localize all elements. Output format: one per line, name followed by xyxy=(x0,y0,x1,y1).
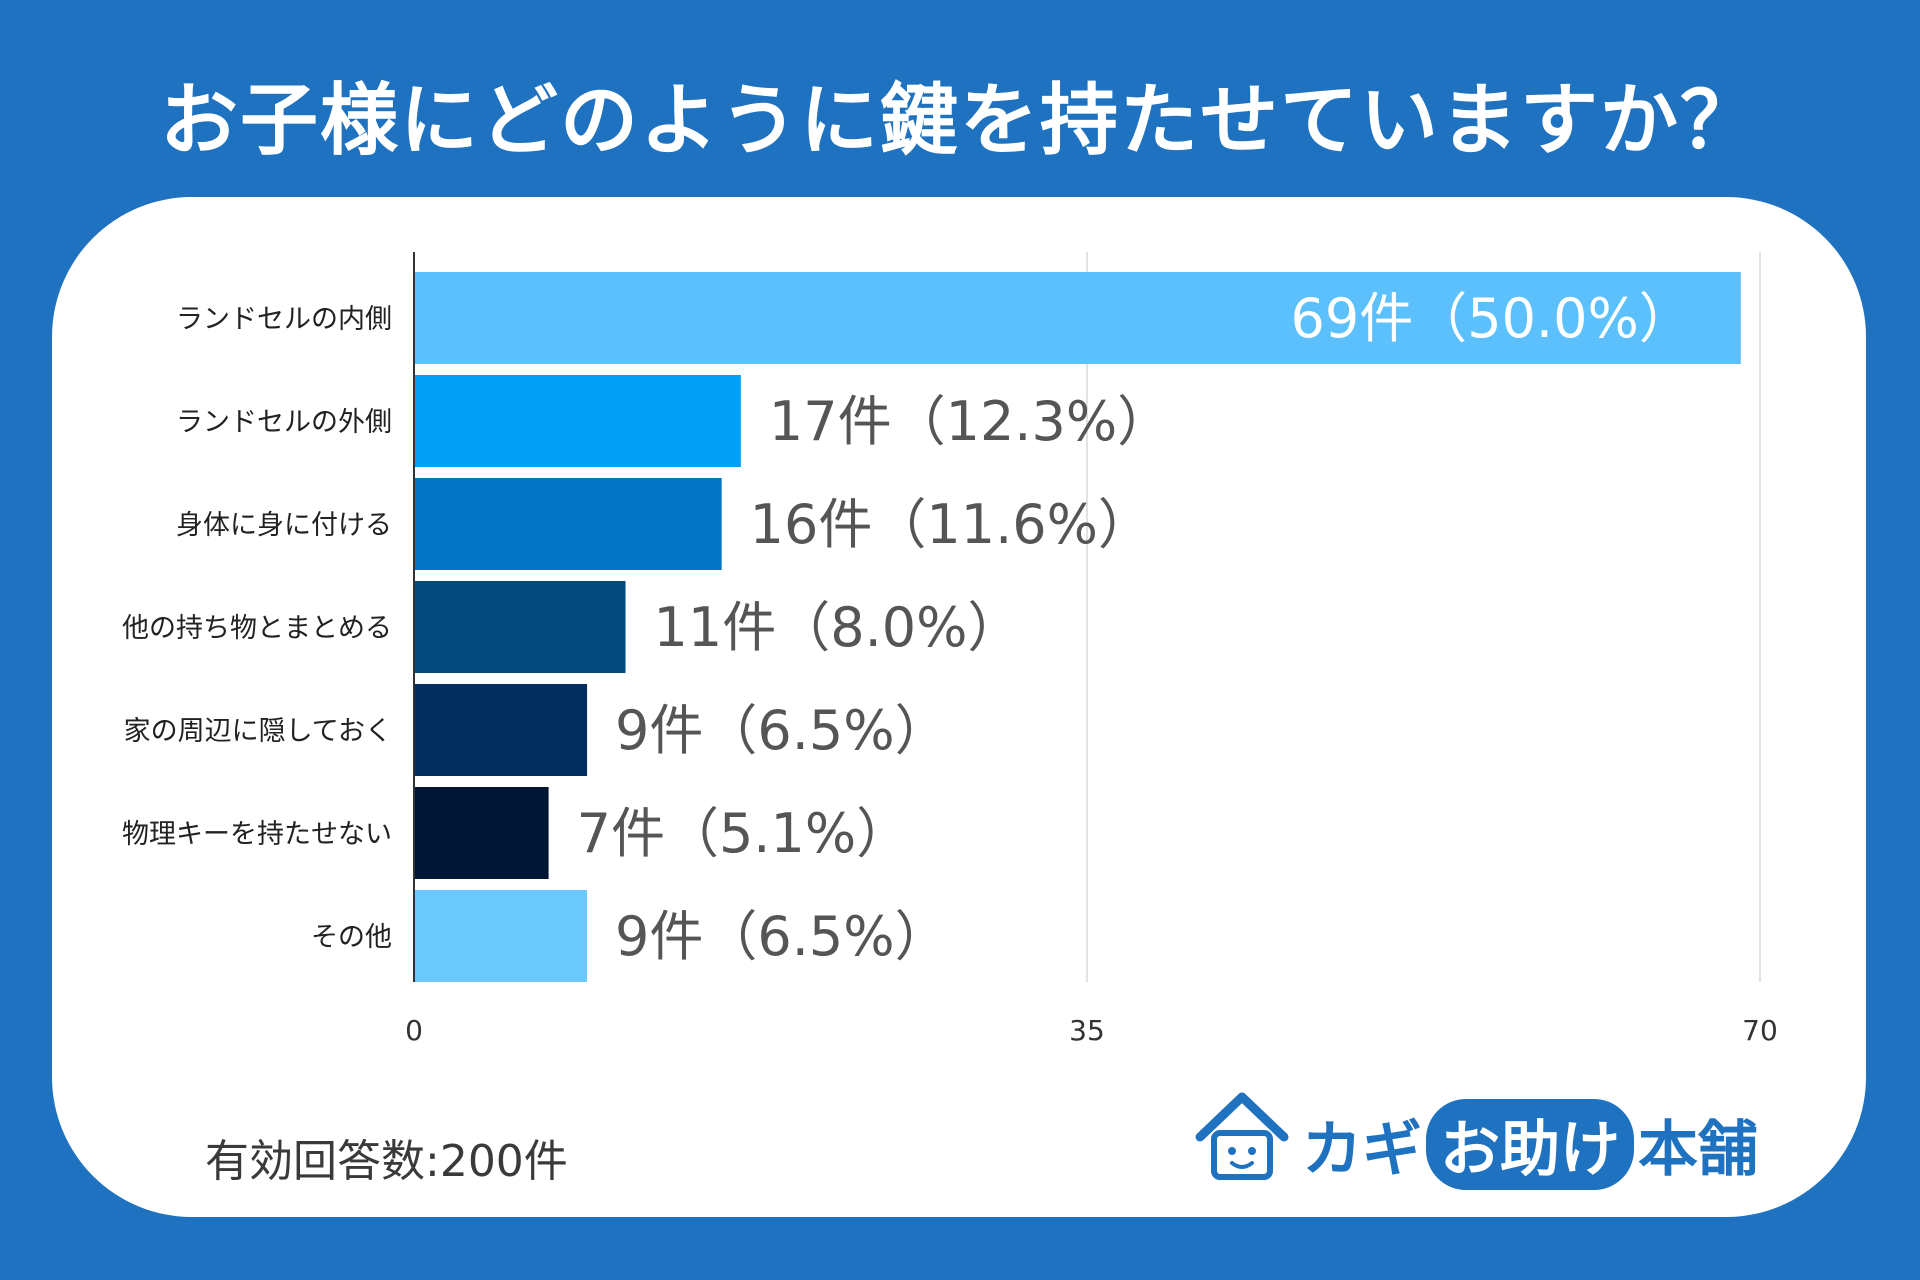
category-label: ランドセルの外側 xyxy=(176,407,392,438)
house-face-icon xyxy=(1195,1092,1289,1180)
data-label: 9件（6.5%） xyxy=(615,699,949,762)
data-label: 9件（6.5%） xyxy=(615,905,949,968)
logo-text-honpo: 本舗 xyxy=(1638,1115,1758,1185)
logo-text-kagi: カギ xyxy=(1302,1115,1422,1185)
x-tick-label: 35 xyxy=(1069,1014,1105,1047)
data-label: 7件（5.1%） xyxy=(577,802,911,865)
x-tick-label: 70 xyxy=(1742,1014,1778,1047)
chart-title: お子様にどのように鍵を持たせていますか？ xyxy=(159,76,1760,166)
response-count: 有効回答数:200件 xyxy=(205,1136,568,1187)
chart-card xyxy=(52,197,1866,1217)
data-label: 69件（50.0%） xyxy=(1291,287,1693,350)
bar xyxy=(414,684,588,776)
bar xyxy=(414,478,722,570)
bar xyxy=(414,375,741,467)
category-label: ランドセルの内側 xyxy=(176,304,392,335)
logo-text-otasuke: お助け xyxy=(1426,1099,1634,1190)
data-label: 16件（11.6%） xyxy=(750,493,1152,556)
category-label: 物理キーを持たせない xyxy=(122,819,392,850)
bar xyxy=(414,272,1741,364)
brand-logo: カギ お助け 本舗 xyxy=(1190,1085,1758,1195)
bar xyxy=(414,890,588,982)
category-label: 身体に身に付ける xyxy=(176,510,392,541)
bar xyxy=(414,787,549,879)
data-label: 11件（8.0%） xyxy=(654,596,1022,659)
category-label: その他 xyxy=(311,922,392,953)
category-label: 家の周辺に隠しておく xyxy=(124,716,392,747)
category-label: 他の持ち物とまとめる xyxy=(122,613,392,644)
x-tick-label: 0 xyxy=(405,1014,423,1047)
bar xyxy=(414,581,626,673)
data-label: 17件（12.3%） xyxy=(769,390,1171,453)
